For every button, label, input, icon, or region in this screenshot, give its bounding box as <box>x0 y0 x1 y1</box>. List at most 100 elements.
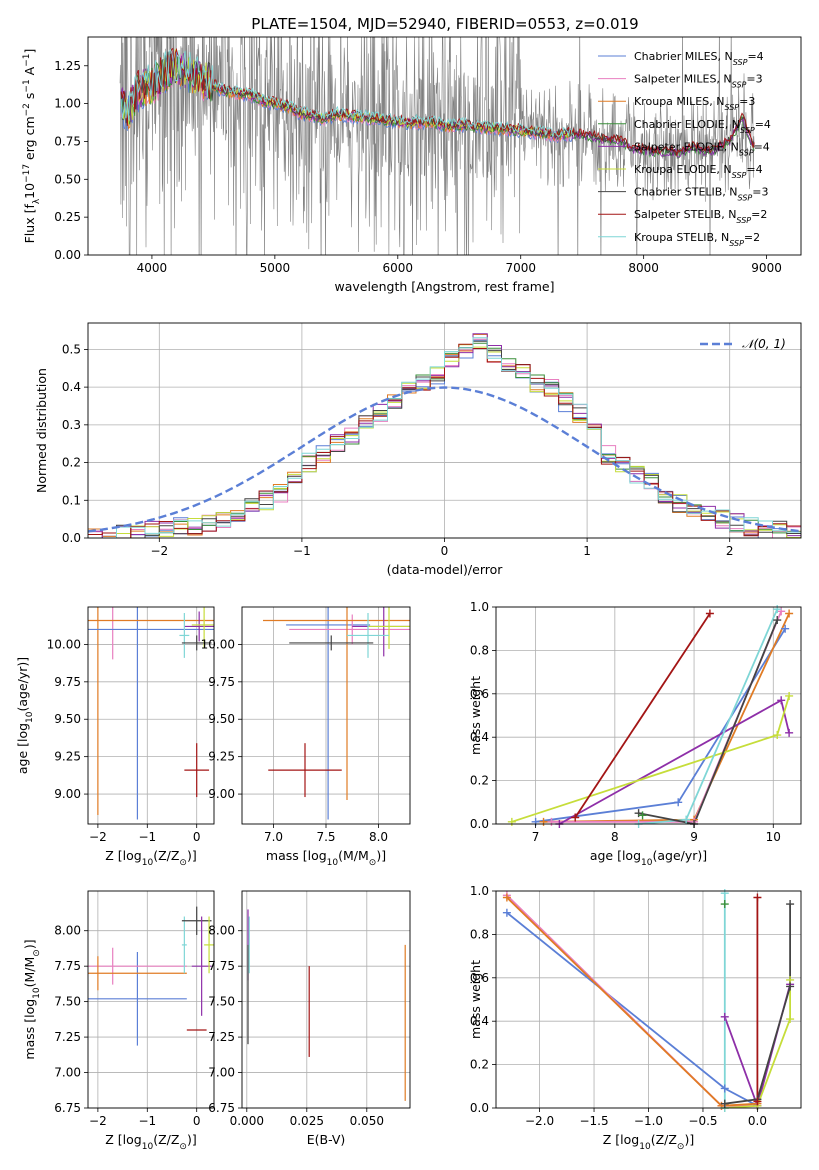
label-part: −1 <box>22 54 32 67</box>
label-part: 10 <box>641 858 653 868</box>
x-tick-label: −1.0 <box>634 1114 663 1128</box>
label-part: Normed distribution <box>34 368 49 493</box>
mass-weight-point <box>705 609 714 618</box>
mass-weight-point <box>507 817 516 826</box>
y-tick-label: 0.00 <box>54 248 81 262</box>
x-axis-label: Z [log10(Z/Z⊙)] <box>603 1132 694 1152</box>
label-part: age [log <box>590 848 641 863</box>
label-part: age [log <box>15 723 30 774</box>
model-spectrum <box>120 48 573 139</box>
label-part: −17 <box>22 164 32 183</box>
mass-weight-point <box>753 1097 762 1106</box>
y-tick-label: 6.75 <box>54 1101 81 1115</box>
label-part: 10 <box>142 1142 154 1152</box>
label-part: Z [log <box>105 1132 141 1147</box>
x-tick-label: 6000 <box>383 261 414 275</box>
axes-frame <box>87 36 802 256</box>
y-tick-label: 8.00 <box>208 924 235 938</box>
x-tick-label: 7000 <box>505 261 536 275</box>
label-part: wavelength [Angstrom, rest frame] <box>334 279 554 294</box>
mass-weight-point <box>773 616 782 625</box>
x-tick-label: 0.000 <box>230 1114 264 1128</box>
mass-weight-point <box>777 696 786 705</box>
mass-weight-point <box>785 691 794 700</box>
x-tick-label: 0 <box>193 830 201 844</box>
y-tick-label: 0.6 <box>470 971 489 985</box>
y-axis-label: mass weight <box>468 960 483 1039</box>
y-tick-label: 7.25 <box>54 1030 81 1044</box>
y-tick-label: 7.50 <box>208 995 235 1009</box>
mass-vs-metallicity-panel: −2 −1 06.757.007.257.507.758.00Z [log10(Z/… <box>22 890 215 1152</box>
residuals-panel: −2 −1 0 1 2 0.0 0.1 0.2 0.3 0.4 0.5 (data-model)/er… <box>34 322 802 577</box>
y-tick-label: 0.75 <box>54 134 81 148</box>
label-part: (age/yr)] <box>15 657 30 712</box>
label-part: =2 <box>751 208 767 221</box>
y-tick-label: 9.25 <box>54 750 81 764</box>
x-tick-label: 7 <box>532 830 540 844</box>
x-tick-label: 0.050 <box>350 1114 384 1128</box>
mass-weight-point <box>720 900 729 909</box>
x-tick-label: 2 <box>726 544 734 558</box>
y-tick-label: 0.8 <box>470 927 489 941</box>
mass-weight-point <box>674 798 683 807</box>
mass-weight-point <box>786 1015 795 1024</box>
label-part: =4 <box>746 163 762 176</box>
y-tick-label: 0.4 <box>470 730 489 744</box>
y-axis-label: mass [log10(M/M⊙)] <box>22 939 42 1059</box>
label-part: ⊙ <box>179 858 187 868</box>
y-tick-label: 0.0 <box>62 531 81 545</box>
label-part: λ <box>32 198 42 204</box>
plot-area <box>247 909 406 1101</box>
label-part: Z [log <box>603 1132 639 1147</box>
label-part: =4 <box>754 140 770 153</box>
x-tick-label: −0.5 <box>688 1114 717 1128</box>
x-tick-label: 0.025 <box>290 1114 324 1128</box>
y-tick-label: 7.75 <box>208 959 235 973</box>
mass-weight-point <box>720 889 729 898</box>
mass-weight-point <box>786 900 795 909</box>
legend-label: Salpeter STELIB, NSSP=2 <box>634 208 767 225</box>
label-part: mass [log <box>22 999 37 1060</box>
mass-vs-ebv-panel: 0.000 0.025 0.050 6.75 7.00 7.25 7.50 7.75 8.00 E… <box>208 890 411 1147</box>
label-part: −2 <box>22 103 32 116</box>
y-tick-label: 0.50 <box>54 172 81 186</box>
legend-label: Kroupa STELIB, NSSP=2 <box>634 231 760 248</box>
label-part: SSP <box>740 125 755 134</box>
label-part: SSP <box>739 148 754 157</box>
legend-label: Salpeter MILES, NSSP=3 <box>634 73 763 90</box>
label-part: 10 <box>327 858 339 868</box>
x-tick-label: 8000 <box>628 261 659 275</box>
legend-label: Chabrier MILES, NSSP=4 <box>634 50 764 67</box>
y-tick-label: 9.75 <box>54 675 81 689</box>
label-part: Chabrier STELIB, N <box>634 186 738 199</box>
label-part: SSP <box>732 171 747 180</box>
label-part: Chabrier ELODIE, N <box>634 118 740 131</box>
mass-weight-line <box>724 980 791 1108</box>
label-part: (M/M <box>22 957 37 988</box>
mass-weight-point <box>502 893 511 902</box>
axes-frame <box>241 890 411 1109</box>
axes-frame <box>87 890 215 1109</box>
y-tick-label: 0.4 <box>62 380 81 394</box>
mass-weight-line <box>724 904 791 1105</box>
label-part: 10 <box>32 987 42 999</box>
y-tick-label: 0.25 <box>54 210 81 224</box>
y-tick-label: 0.6 <box>470 687 489 701</box>
y-tick-label: 0.2 <box>470 1058 489 1072</box>
y-tick-label: 6.75 <box>208 1101 235 1115</box>
y-tick-label: 1.0 <box>470 884 489 898</box>
label-part: =4 <box>747 50 763 63</box>
x-tick-label: 5000 <box>260 261 291 275</box>
x-tick-label: −1.5 <box>579 1114 608 1128</box>
label-part: Kroupa MILES, N <box>634 95 724 108</box>
label-part: )] <box>187 1132 197 1147</box>
x-tick-label: −2 <box>89 830 107 844</box>
x-tick-label: 7.0 <box>264 830 283 844</box>
y-tick-label: 0.2 <box>62 456 81 470</box>
label-part: mass weight <box>468 960 483 1039</box>
x-tick-label: −1 <box>138 830 156 844</box>
plot-area <box>119 37 755 255</box>
mass-weight-point <box>547 817 556 826</box>
y-tick-label: 9.00 <box>54 787 81 801</box>
